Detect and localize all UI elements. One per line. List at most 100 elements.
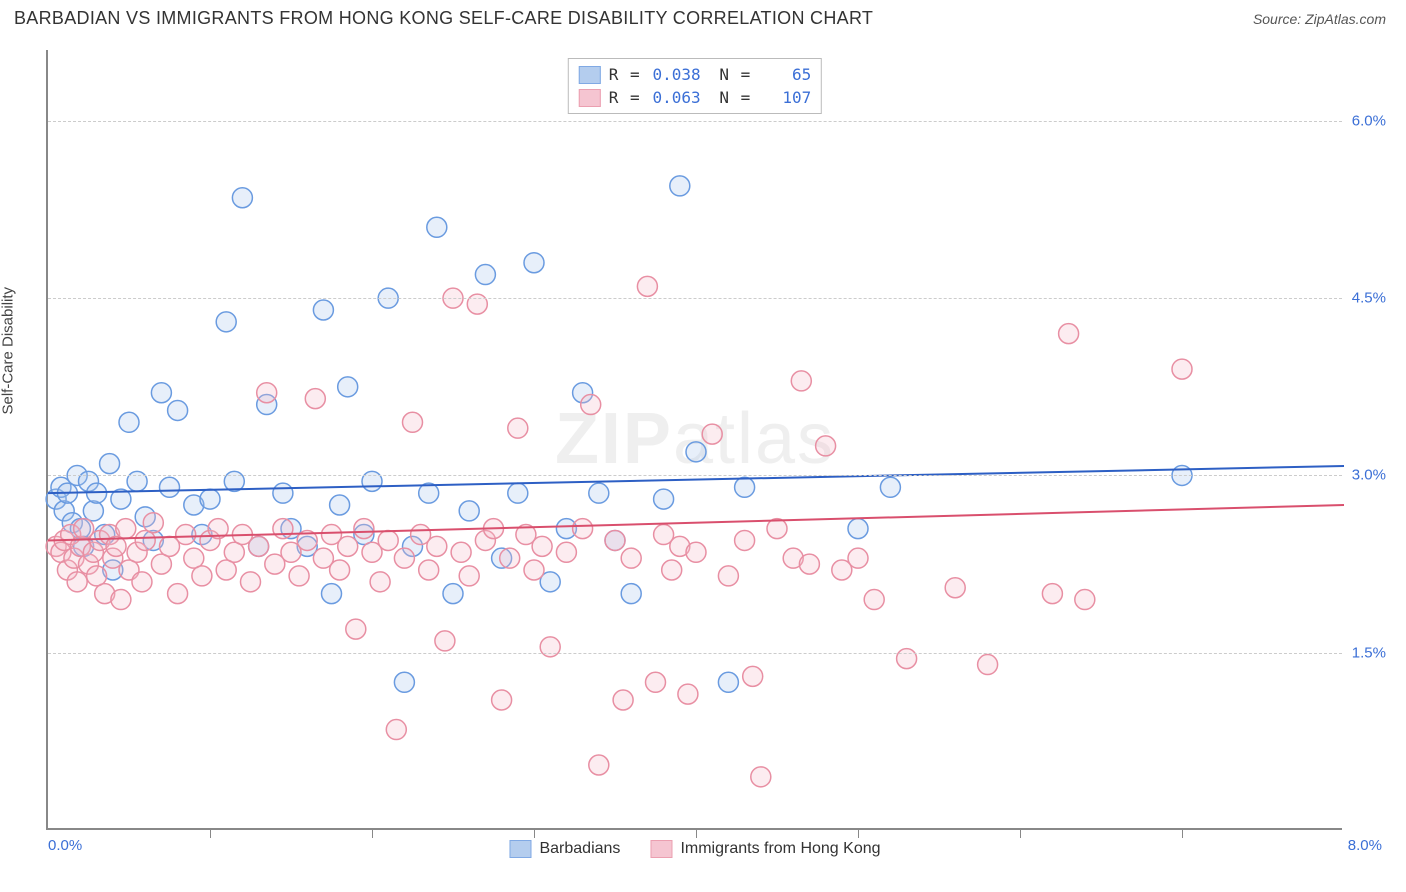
source-label: Source: ZipAtlas.com	[1253, 11, 1386, 27]
data-point	[168, 400, 188, 420]
data-point	[419, 560, 439, 580]
data-point	[346, 619, 366, 639]
data-point	[386, 720, 406, 740]
grid-line	[48, 121, 1342, 122]
data-point	[184, 548, 204, 568]
data-point	[718, 566, 738, 586]
legend-item-2: Immigrants from Hong Kong	[650, 840, 880, 858]
legend-label-2: Immigrants from Hong Kong	[680, 840, 880, 858]
data-point	[241, 572, 261, 592]
data-point	[702, 424, 722, 444]
x-axis-min-label: 0.0%	[48, 837, 82, 854]
data-point	[678, 684, 698, 704]
y-axis-label: Self-Care Disability	[0, 287, 17, 415]
grid-line	[48, 475, 1342, 476]
data-point	[132, 572, 152, 592]
data-point	[613, 690, 633, 710]
data-point	[735, 530, 755, 550]
data-point	[735, 477, 755, 497]
legend-label-1: Barbadians	[539, 840, 620, 858]
data-point	[200, 489, 220, 509]
x-tick	[696, 828, 697, 838]
data-point	[573, 519, 593, 539]
data-point	[589, 483, 609, 503]
data-point	[378, 530, 398, 550]
x-tick	[534, 828, 535, 838]
data-point	[370, 572, 390, 592]
data-point	[524, 560, 544, 580]
legend-row-2: R =0.063 N =107	[579, 86, 811, 109]
data-point	[475, 265, 495, 285]
y-tick-label: 6.0%	[1352, 112, 1386, 129]
data-point	[67, 572, 87, 592]
data-point	[192, 566, 212, 586]
data-point	[621, 548, 641, 568]
x-axis-max-label: 8.0%	[1348, 837, 1382, 854]
swatch-bottom-1	[509, 840, 531, 858]
data-point	[654, 489, 674, 509]
data-point	[532, 536, 552, 556]
data-point	[1172, 359, 1192, 379]
data-point	[670, 176, 690, 196]
data-point	[338, 377, 358, 397]
legend-row-1: R =0.038 N =65	[579, 63, 811, 86]
data-point	[305, 389, 325, 409]
swatch-series-1	[579, 66, 601, 84]
data-point	[330, 495, 350, 515]
data-point	[751, 767, 771, 787]
data-point	[500, 548, 520, 568]
data-point	[403, 412, 423, 432]
data-point	[151, 554, 171, 574]
data-point	[459, 566, 479, 586]
data-point	[224, 542, 244, 562]
data-point	[394, 548, 414, 568]
swatch-series-2	[579, 89, 601, 107]
x-tick	[1182, 828, 1183, 838]
data-point	[394, 672, 414, 692]
data-point	[451, 542, 471, 562]
data-point	[467, 294, 487, 314]
data-point	[605, 530, 625, 550]
data-point	[322, 584, 342, 604]
data-point	[686, 542, 706, 562]
data-point	[338, 536, 358, 556]
data-point	[289, 566, 309, 586]
data-point	[508, 483, 528, 503]
data-point	[362, 471, 382, 491]
chart-container: ZIPatlas R =0.038 N =65 R =0.063 N =107 …	[46, 50, 1386, 830]
data-point	[459, 501, 479, 521]
data-point	[637, 276, 657, 296]
x-tick	[372, 828, 373, 838]
data-point	[127, 471, 147, 491]
data-point	[556, 542, 576, 562]
data-point	[273, 519, 293, 539]
data-point	[232, 188, 252, 208]
y-tick-label: 3.0%	[1352, 467, 1386, 484]
grid-line	[48, 653, 1342, 654]
data-point	[897, 649, 917, 669]
data-point	[354, 519, 374, 539]
data-point	[435, 631, 455, 651]
data-point	[1059, 324, 1079, 344]
data-point	[621, 584, 641, 604]
swatch-bottom-2	[650, 840, 672, 858]
data-point	[743, 666, 763, 686]
data-point	[540, 637, 560, 657]
chart-title: BARBADIAN VS IMMIGRANTS FROM HONG KONG S…	[14, 8, 873, 29]
data-point	[83, 501, 103, 521]
data-point	[330, 560, 350, 580]
data-point	[589, 755, 609, 775]
data-point	[581, 395, 601, 415]
data-point	[273, 483, 293, 503]
data-point	[443, 584, 463, 604]
data-point	[978, 655, 998, 675]
x-tick	[858, 828, 859, 838]
data-point	[168, 584, 188, 604]
data-point	[151, 383, 171, 403]
data-point	[100, 454, 120, 474]
grid-line	[48, 298, 1342, 299]
data-point	[87, 566, 107, 586]
data-point	[1042, 584, 1062, 604]
y-tick-label: 1.5%	[1352, 644, 1386, 661]
data-point	[524, 253, 544, 273]
